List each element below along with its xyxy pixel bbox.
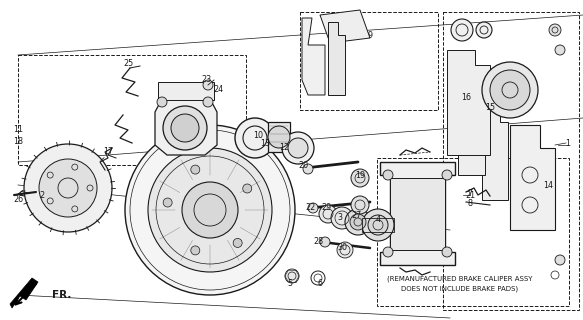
Circle shape xyxy=(442,170,452,180)
Circle shape xyxy=(191,246,200,255)
Circle shape xyxy=(148,148,272,272)
Circle shape xyxy=(383,247,393,257)
Text: 3: 3 xyxy=(338,213,342,222)
Polygon shape xyxy=(447,50,490,155)
Circle shape xyxy=(285,269,299,283)
Circle shape xyxy=(482,62,538,118)
Text: 15: 15 xyxy=(485,102,495,111)
Text: 26: 26 xyxy=(13,196,23,204)
Text: (REMANUFACTURED BRAKE CALIPER ASSY: (REMANUFACTURED BRAKE CALIPER ASSY xyxy=(387,276,533,283)
Circle shape xyxy=(368,215,388,235)
Polygon shape xyxy=(302,18,325,95)
Text: 1: 1 xyxy=(566,139,571,148)
Text: 25: 25 xyxy=(123,59,133,68)
Circle shape xyxy=(303,164,313,174)
Circle shape xyxy=(351,169,369,187)
Circle shape xyxy=(288,138,308,158)
Circle shape xyxy=(268,126,290,148)
Bar xyxy=(268,122,290,152)
Text: 23: 23 xyxy=(201,76,211,84)
Text: 22: 22 xyxy=(305,203,315,212)
Circle shape xyxy=(319,205,337,223)
Text: 4: 4 xyxy=(375,215,381,225)
Circle shape xyxy=(171,114,199,142)
Polygon shape xyxy=(328,22,345,95)
Text: 30: 30 xyxy=(337,244,347,252)
Circle shape xyxy=(337,242,353,258)
Text: 20: 20 xyxy=(298,161,308,170)
Circle shape xyxy=(125,125,295,295)
Text: FR.: FR. xyxy=(52,290,71,300)
Text: 2: 2 xyxy=(40,190,44,199)
Circle shape xyxy=(442,247,452,257)
Polygon shape xyxy=(482,110,508,200)
Text: 17: 17 xyxy=(103,148,113,156)
Bar xyxy=(377,158,569,306)
Circle shape xyxy=(555,255,565,265)
Polygon shape xyxy=(10,278,38,308)
Circle shape xyxy=(235,118,275,158)
Text: 21: 21 xyxy=(465,191,475,201)
Text: 18: 18 xyxy=(13,137,23,146)
Circle shape xyxy=(490,70,530,110)
Polygon shape xyxy=(155,97,217,155)
Circle shape xyxy=(350,214,366,230)
Polygon shape xyxy=(510,125,555,230)
Circle shape xyxy=(555,45,565,55)
Circle shape xyxy=(163,198,172,207)
Bar xyxy=(362,218,394,232)
Text: 16: 16 xyxy=(461,92,471,101)
Bar xyxy=(443,12,579,310)
Circle shape xyxy=(203,80,213,90)
Circle shape xyxy=(243,184,252,193)
Circle shape xyxy=(308,203,318,213)
Text: 13: 13 xyxy=(260,139,270,148)
Circle shape xyxy=(320,237,330,247)
Circle shape xyxy=(451,19,473,41)
Text: 10: 10 xyxy=(253,132,263,140)
Circle shape xyxy=(331,207,353,229)
Circle shape xyxy=(163,106,207,150)
Circle shape xyxy=(476,22,492,38)
Text: 11: 11 xyxy=(13,125,23,134)
Circle shape xyxy=(24,144,112,232)
Text: 27: 27 xyxy=(351,211,361,220)
Text: 29: 29 xyxy=(321,204,331,212)
Text: 14: 14 xyxy=(543,180,553,189)
Circle shape xyxy=(182,182,238,238)
Text: 24: 24 xyxy=(213,85,223,94)
Circle shape xyxy=(345,209,371,235)
Polygon shape xyxy=(458,100,485,175)
Circle shape xyxy=(362,209,394,241)
Polygon shape xyxy=(380,162,455,265)
Bar xyxy=(300,12,438,110)
Text: 12: 12 xyxy=(279,143,289,153)
Circle shape xyxy=(157,97,167,107)
Circle shape xyxy=(549,24,561,36)
Bar xyxy=(158,82,214,100)
Circle shape xyxy=(282,132,314,164)
Text: DOES NOT INCLUDE BRAKE PADS): DOES NOT INCLUDE BRAKE PADS) xyxy=(402,286,518,292)
Text: 28: 28 xyxy=(313,237,323,246)
Bar xyxy=(390,178,445,250)
Circle shape xyxy=(39,159,97,217)
Circle shape xyxy=(383,170,393,180)
Text: 8: 8 xyxy=(468,198,472,207)
Circle shape xyxy=(203,97,213,107)
Text: 6: 6 xyxy=(318,278,322,287)
Circle shape xyxy=(191,165,200,174)
Circle shape xyxy=(351,196,369,214)
Text: 9: 9 xyxy=(367,31,373,41)
Circle shape xyxy=(233,238,242,247)
Text: 5: 5 xyxy=(287,278,293,287)
Bar xyxy=(18,55,246,165)
Polygon shape xyxy=(320,10,370,43)
Text: 7: 7 xyxy=(468,188,473,197)
Text: 19: 19 xyxy=(355,171,365,180)
